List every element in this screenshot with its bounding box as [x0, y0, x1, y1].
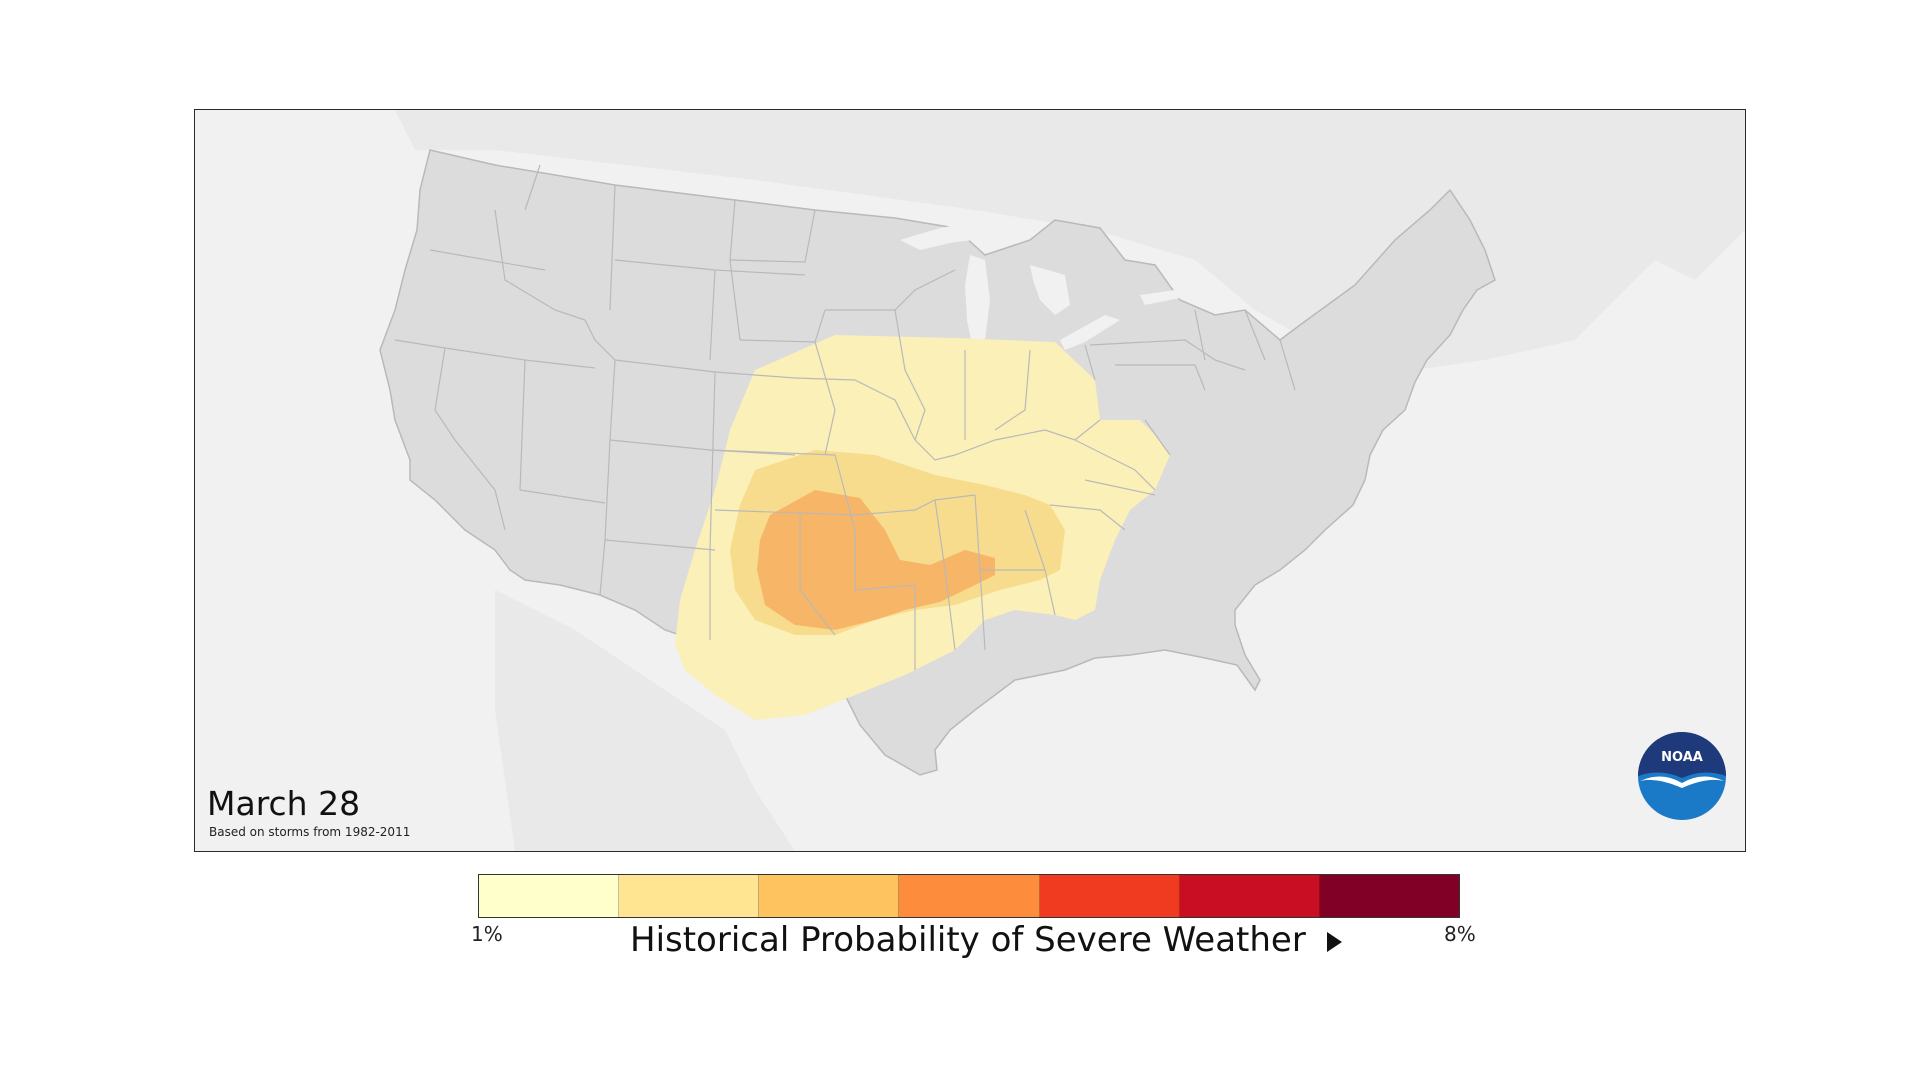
map-date-label: March 28: [207, 784, 361, 823]
lake-superior: [900, 220, 1030, 250]
legend-color-bar: [478, 874, 1460, 918]
right-triangle-icon: [1326, 931, 1342, 952]
us-map: [379, 110, 1745, 851]
lake-huron: [1030, 265, 1070, 315]
legend-swatch: [1039, 875, 1180, 917]
map-panel: March 28 Based on storms from 1982-2011 …: [194, 109, 1746, 852]
legend-title-group: Historical Probability of Severe Weather: [630, 920, 1342, 960]
legend-swatch: [1179, 875, 1320, 917]
legend-swatch: [899, 875, 1040, 917]
noaa-logo-text: NOAA: [1661, 750, 1703, 765]
lake-erie: [1060, 315, 1120, 350]
state-boundaries: [394, 164, 1296, 670]
probability-zone-3: [757, 490, 995, 630]
mexico-landmass: [495, 590, 795, 851]
legend-swatch: [759, 875, 900, 917]
data-source-note: Based on storms from 1982-2011: [209, 825, 411, 839]
legend-swatch: [479, 875, 620, 917]
lake-michigan: [965, 255, 990, 350]
legend-min-label: 1%: [471, 922, 503, 946]
legend-swatch: [1319, 875, 1459, 917]
legend-swatch: [619, 875, 760, 917]
noaa-seagull-logo-icon: NOAA: [1638, 732, 1726, 820]
legend-max-label: 8%: [1444, 922, 1476, 946]
legend-title: Historical Probability of Severe Weather: [630, 920, 1306, 960]
lake-ontario: [1140, 290, 1180, 305]
